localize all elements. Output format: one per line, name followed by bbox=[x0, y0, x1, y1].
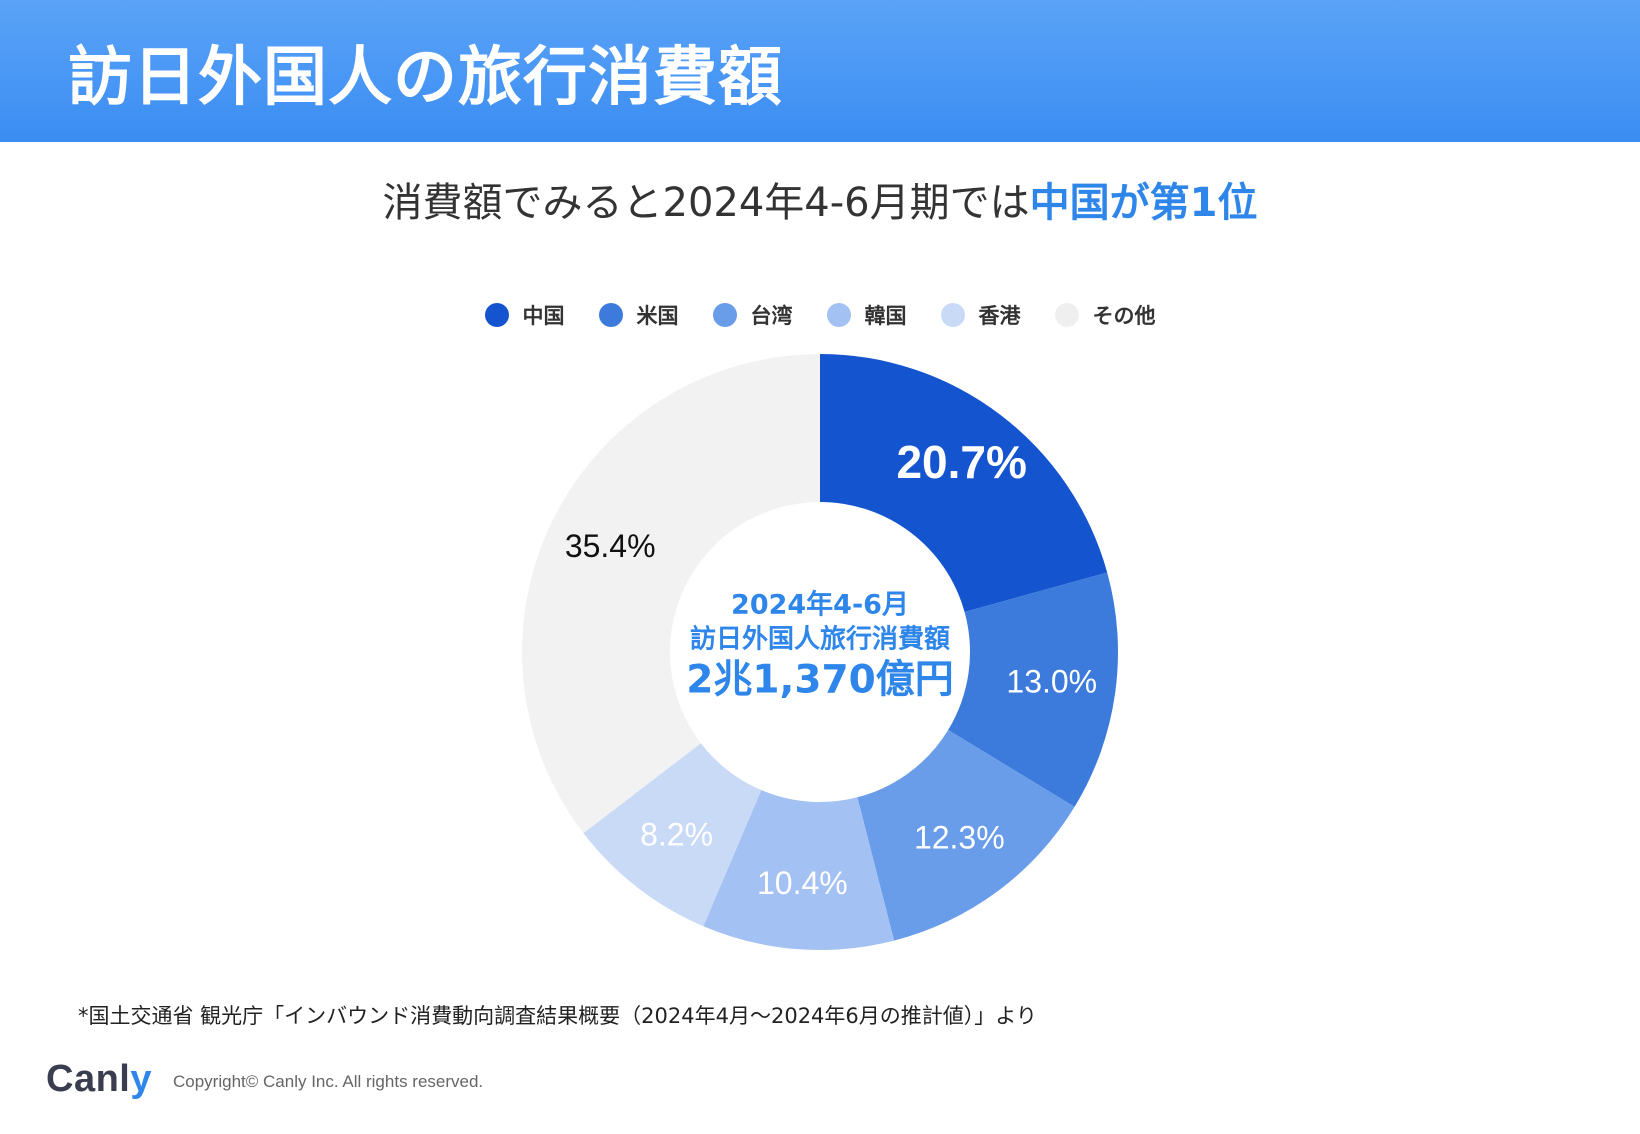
brand-text: Canl bbox=[46, 1058, 131, 1100]
brand-accent: y bbox=[130, 1058, 152, 1100]
legend-label: 台湾 bbox=[750, 304, 793, 328]
slice-2 bbox=[857, 729, 1075, 941]
center-text-3: 2兆1,370億円 bbox=[686, 658, 954, 703]
legend-swatch bbox=[1054, 303, 1079, 327]
copyright-text: Copyright© Canly Inc. All rights reserve… bbox=[173, 1072, 484, 1091]
center-text-2: 訪日外国人旅行消費額 bbox=[690, 624, 950, 655]
slice-4 bbox=[583, 743, 762, 927]
slice-label-0: 20.7% bbox=[896, 436, 1026, 488]
chart-subtitle: 消費額でみると2024年4-6月期では中国が第1位 bbox=[0, 170, 1640, 228]
legend-label: 韓国 bbox=[864, 304, 907, 328]
legend-swatch bbox=[598, 303, 623, 327]
slice-3 bbox=[703, 790, 895, 950]
brand-logo: Canly bbox=[46, 1058, 152, 1101]
subtitle-text: 消費額でみると2024年4-6月期では bbox=[382, 180, 1030, 226]
slice-0 bbox=[820, 353, 1108, 612]
legend-label: 中国 bbox=[522, 304, 565, 328]
slice-1 bbox=[948, 572, 1118, 807]
slice-label-1: 13.0% bbox=[1006, 664, 1097, 700]
legend-swatch bbox=[826, 303, 851, 327]
legend-item: 中国 bbox=[484, 300, 565, 330]
legend-swatch bbox=[484, 303, 509, 327]
slice-5 bbox=[522, 354, 820, 834]
legend-label: 米国 bbox=[636, 304, 679, 328]
legend-item: その他 bbox=[1054, 300, 1156, 330]
slice-label-3: 10.4% bbox=[757, 865, 848, 901]
legend-label: その他 bbox=[1092, 304, 1156, 328]
page-title: 訪日外国人の旅行消費額 bbox=[68, 41, 783, 115]
legend-item: 韓国 bbox=[826, 300, 907, 330]
slice-label-4: 8.2% bbox=[640, 816, 713, 852]
source-footnote: *国土交通省 観光庁「インバウンド消費動向調査結果概要（2024年4月〜2024… bbox=[78, 1004, 1037, 1028]
legend-swatch bbox=[940, 303, 965, 327]
center-text-1: 2024年4-6月 bbox=[731, 589, 909, 621]
legend-item: 米国 bbox=[598, 300, 679, 330]
legend-swatch bbox=[712, 303, 737, 327]
chart-legend: 中国 米国 台湾 韓国 香港 その他 bbox=[0, 300, 1640, 330]
header-bar: 訪日外国人の旅行消費額 bbox=[0, 0, 1640, 142]
legend-label: 香港 bbox=[978, 304, 1021, 328]
legend-item: 台湾 bbox=[712, 300, 793, 330]
slice-label-5: 35.4% bbox=[565, 528, 656, 564]
subtitle-highlight: 中国が第1位 bbox=[1029, 180, 1258, 226]
legend-item: 香港 bbox=[940, 300, 1021, 330]
slice-label-2: 12.3% bbox=[914, 819, 1005, 855]
